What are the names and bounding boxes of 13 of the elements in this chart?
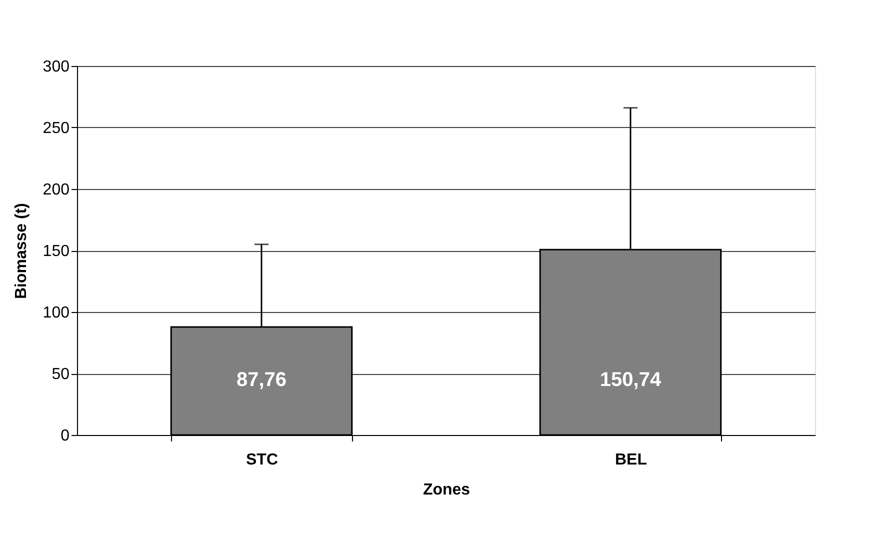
y-tick-label: 150 xyxy=(42,243,70,260)
y-axis-title: Biomasse (t) xyxy=(12,202,30,300)
y-tick-label: 50 xyxy=(52,366,70,383)
data-label: 150,74 xyxy=(600,369,662,391)
y-tick-label: 100 xyxy=(42,304,70,322)
x-tick-label: BEL xyxy=(615,452,648,468)
y-tick-label: 200 xyxy=(42,182,70,198)
y-tick-label: 300 xyxy=(42,58,70,76)
y-tick-label: 0 xyxy=(60,428,70,444)
x-tick-label: STC xyxy=(246,452,278,468)
x-axis-title: Zones xyxy=(422,482,470,498)
data-label: 87,76 xyxy=(236,369,287,391)
y-tick-label: 250 xyxy=(42,120,70,137)
